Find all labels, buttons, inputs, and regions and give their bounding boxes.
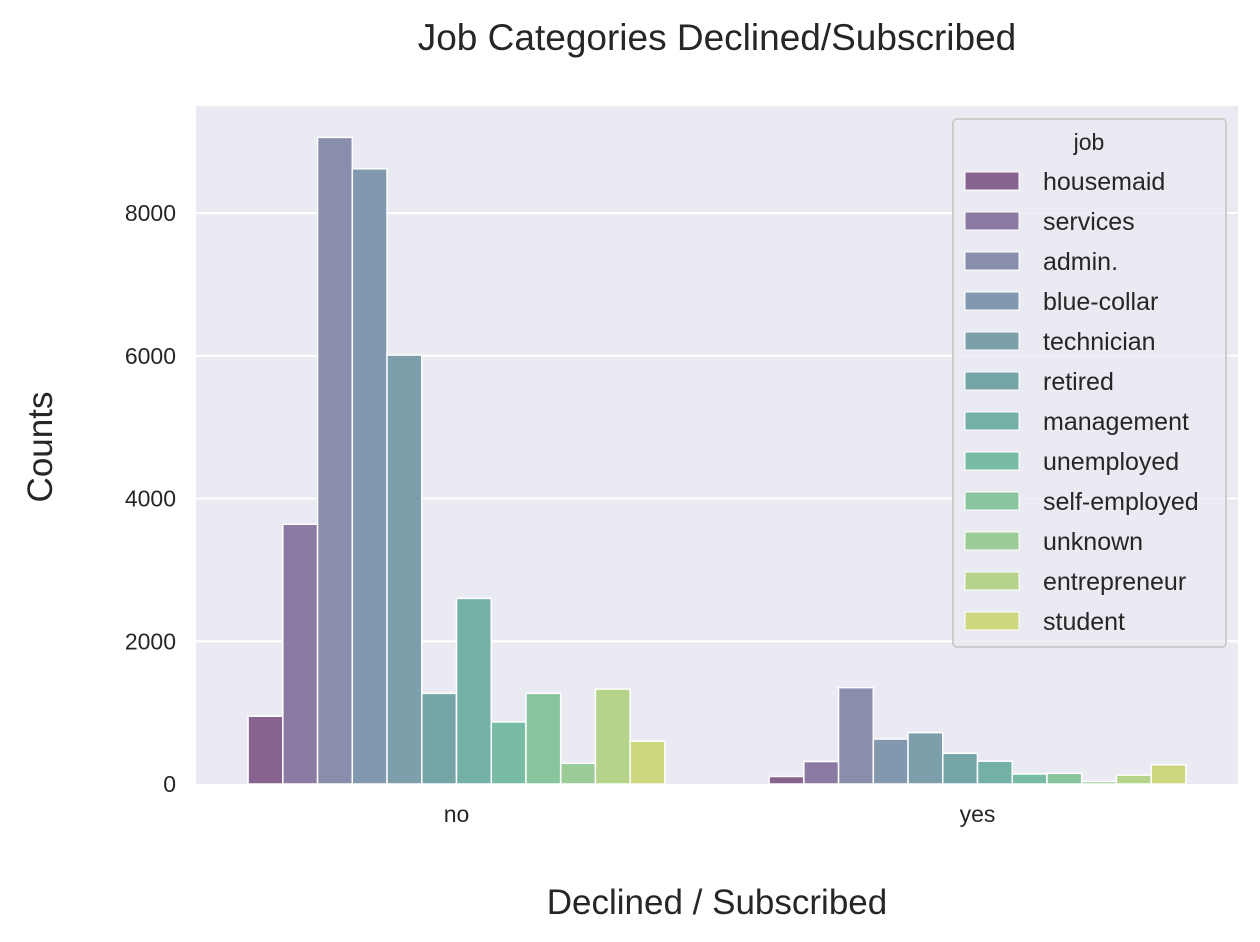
bar-management-yes [976,760,1013,785]
legend-label: services [1043,208,1135,236]
legend-title: job [1073,129,1105,155]
bar-admin.-no [316,136,354,785]
bar-unemployed-no [490,721,527,785]
bar-entrepreneur-yes [1115,774,1152,785]
bar-management-no [455,597,492,785]
bar-unknown-no [559,762,597,785]
x-tick-label: no [444,801,470,827]
bar-services-yes [803,760,840,785]
legend-items: housemaid services admin. blue-collar techni… [964,168,1199,636]
legend-label: blue-collar [1043,288,1158,316]
y-tick-label: 8000 [125,200,176,226]
chart-title: Job Categories Declined/Subscribed [418,17,1017,58]
legend-label: entrepreneur [1043,568,1186,596]
bar-student-yes [1150,763,1187,785]
y-tick-label: 0 [163,771,176,797]
bars [247,136,1187,785]
legend-label: unemployed [1043,448,1179,476]
legend-swatch [964,411,1020,431]
y-tick-label: 6000 [125,343,176,369]
legend-swatch [964,611,1020,631]
legend-label: admin. [1043,248,1118,276]
legend-label: self-employed [1043,488,1199,516]
legend-swatch [964,211,1020,231]
legend-swatch [964,571,1020,591]
bar-technician-yes [907,731,944,785]
bar-retired-no [421,692,458,785]
bar-student-no [629,740,666,785]
bar-technician-no [386,354,423,785]
bar-unknown-yes [1080,780,1118,785]
legend-swatch [964,251,1020,271]
legend-label: technician [1043,328,1156,356]
bar-self-employed-yes [1046,772,1083,785]
x-tick-label: yes [960,801,996,827]
y-tick-label: 4000 [125,486,176,512]
legend-swatch [964,531,1020,551]
legend-swatch [964,371,1020,391]
bar-retired-yes [942,752,979,785]
legend-label: student [1043,608,1125,636]
legend-swatch [964,291,1020,311]
legend-box [952,118,1227,648]
bar-entrepreneur-no [594,688,631,785]
bar-services-no [282,523,319,785]
y-axis-label: Counts [21,392,60,503]
legend-swatch [964,451,1020,471]
legend-swatch [964,171,1020,191]
legend-swatch [964,331,1020,351]
bar-housemaid-yes [768,775,805,785]
legend-label: retired [1043,368,1114,396]
legend-swatch [964,491,1020,511]
bar-blue-collar-no [351,168,388,785]
x-tick-labels: no yes [444,801,996,827]
y-tick-labels: 0 2000 4000 6000 8000 [125,200,176,797]
legend-label: unknown [1043,528,1143,556]
y-tick-label: 2000 [125,628,176,654]
legend: job housemaid services admin. blue-collar te… [952,118,1227,648]
bar-housemaid-no [247,715,284,785]
bar-blue-collar-yes [872,738,909,785]
bar-admin.-yes [837,686,875,785]
legend-label: housemaid [1043,168,1165,196]
bar-self-employed-no [525,692,562,785]
legend-label: management [1043,408,1189,436]
x-axis-label: Declined / Subscribed [547,883,887,922]
bar-unemployed-yes [1011,773,1048,785]
